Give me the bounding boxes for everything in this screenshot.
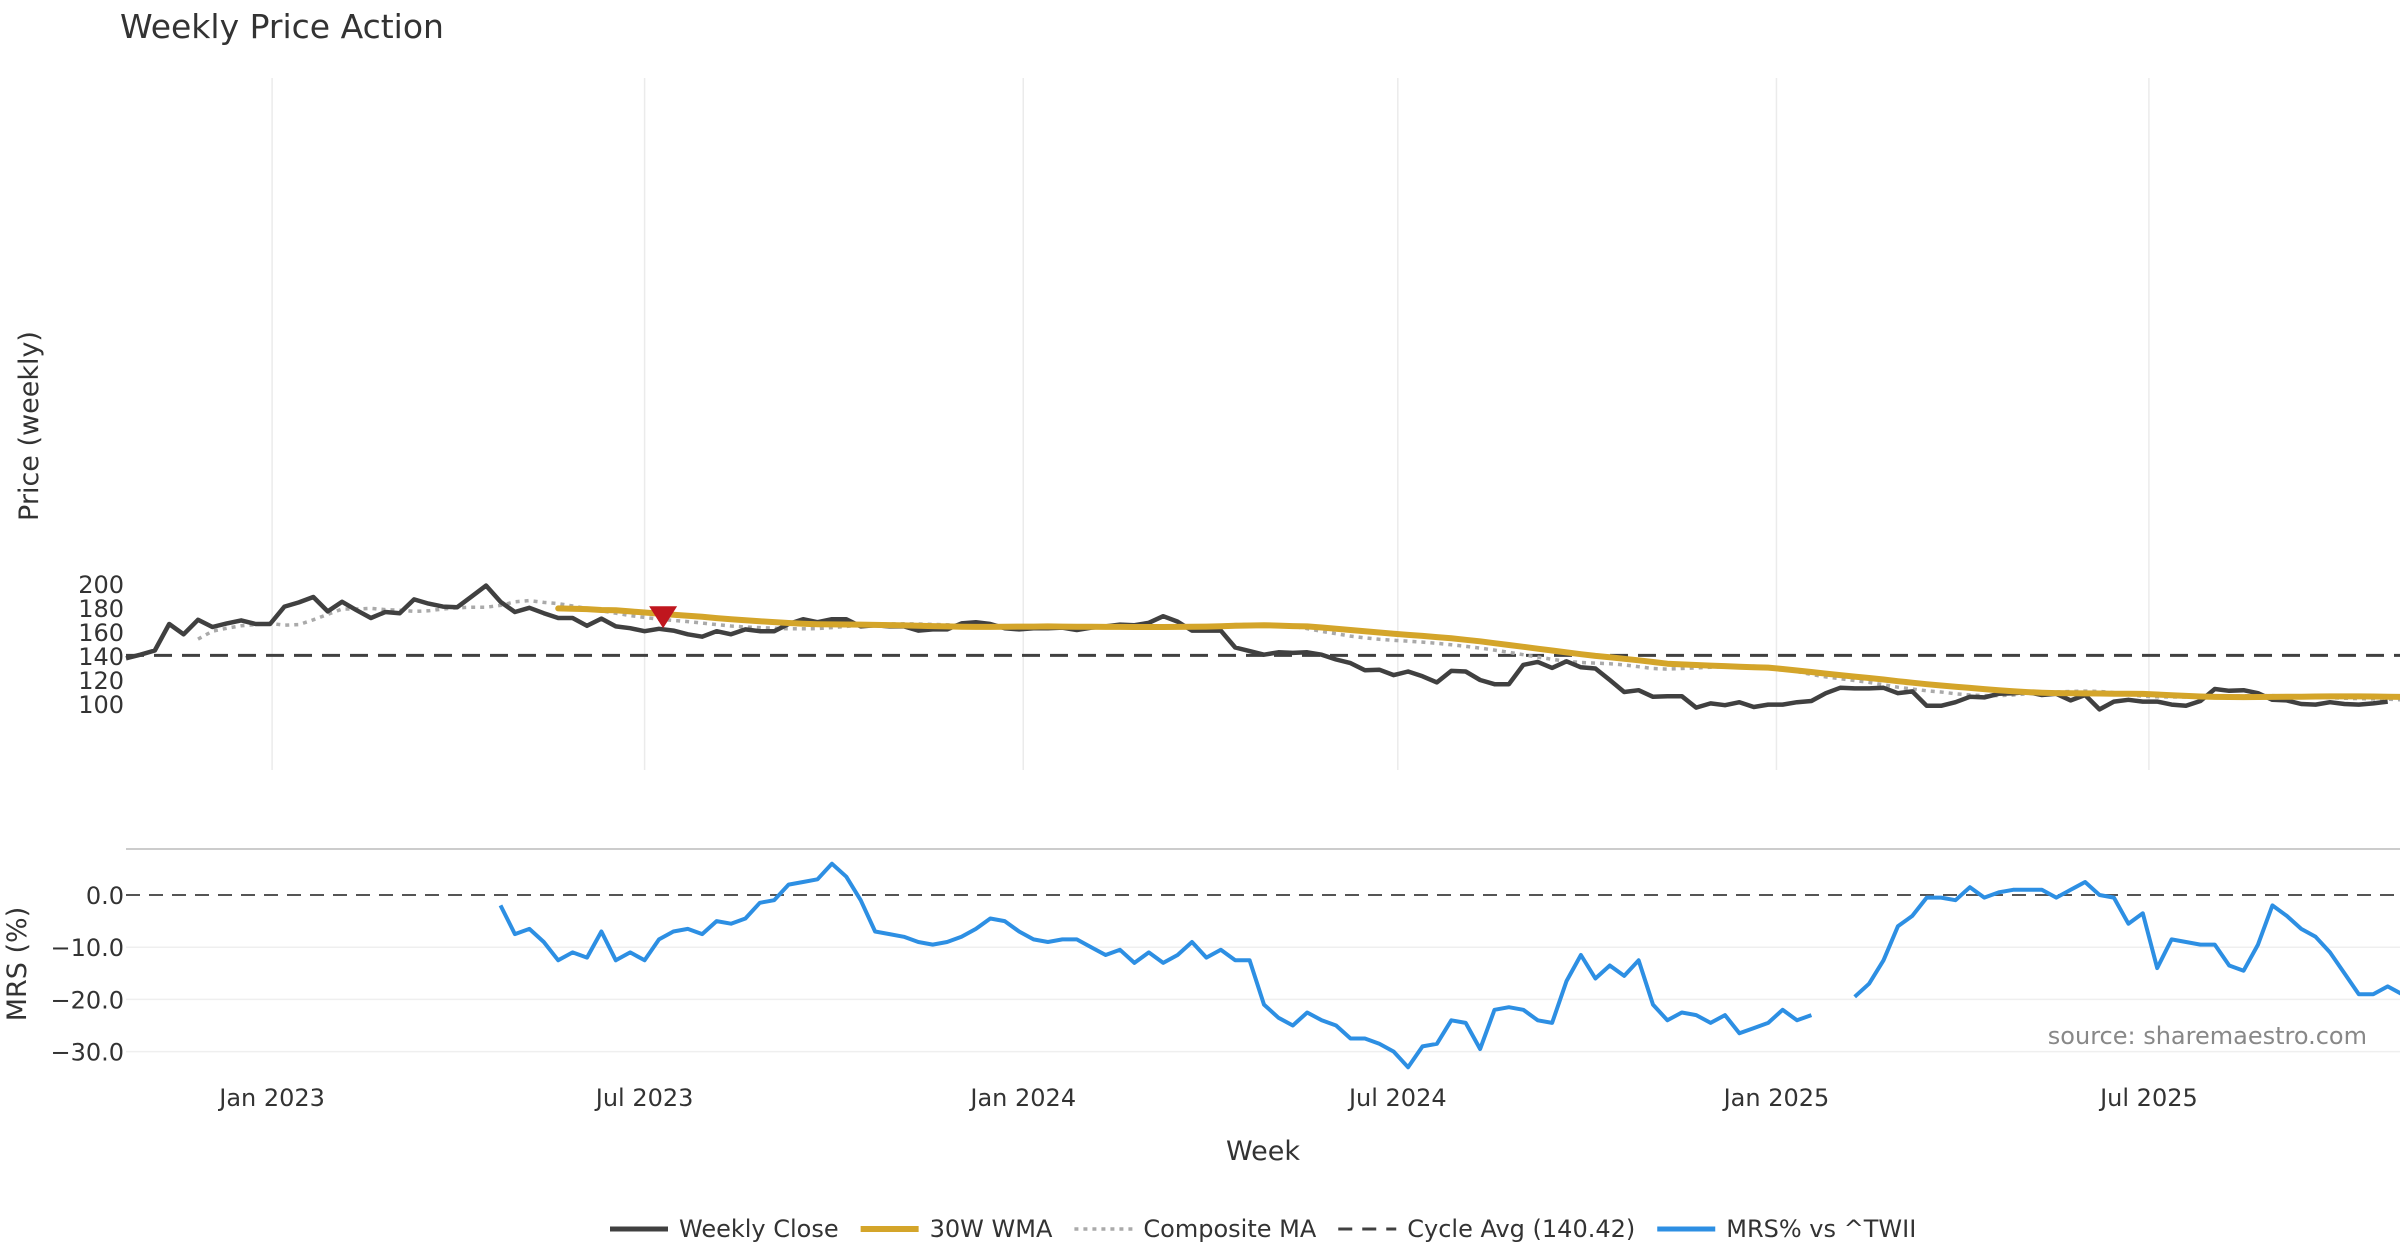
legend-label: Weekly Close (679, 1215, 839, 1243)
legend-item: Cycle Avg (140.42) (1338, 1215, 1635, 1243)
x-tick-label: Jul 2023 (594, 1084, 694, 1112)
mrs-y-ticks: 0.0 −10.0 −20.0 −30.0 (50, 882, 124, 1067)
x-tick-label: Jan 2025 (1722, 1084, 1830, 1112)
price-y-tick-label: 120 (78, 667, 124, 695)
legend-label: Composite MA (1143, 1215, 1316, 1243)
legend-item: 30W WMA (860, 1215, 1053, 1243)
legend-label: 30W WMA (930, 1215, 1053, 1243)
legend-label: Cycle Avg (140.42) (1407, 1215, 1635, 1243)
price-y-axis-title: Price (weekly) (14, 331, 45, 521)
x-tick-label: Jul 2024 (1347, 1084, 1447, 1112)
price-y-tick-label: 160 (78, 619, 124, 647)
wma-30w-line (555, 605, 2400, 701)
price-y-tick-label: 140 (78, 643, 124, 671)
mrs-y-tick-label: −30.0 (50, 1039, 124, 1067)
mrs-line-segment (498, 861, 1813, 1070)
price-y-tick-label: 180 (78, 595, 124, 623)
series-layer (125, 583, 2400, 1070)
mrs-y-tick-label: −10.0 (50, 934, 124, 962)
price-y-tick-label: 100 (78, 691, 124, 719)
x-ticks: Jan 2023 Jul 2023 Jan 2024 Jul 2024 Jan 2025… (217, 1084, 2198, 1112)
mrs-y-tick-label: 0.0 (86, 882, 124, 910)
mrs-line-segment (1853, 880, 2400, 999)
x-tick-label: Jan 2024 (968, 1084, 1076, 1112)
legend-item: MRS% vs ^TWII (1657, 1215, 1916, 1243)
mrs-y-axis-title: MRS (%) (2, 907, 33, 1022)
legend-item: Weekly Close (610, 1215, 839, 1243)
legend-item: Composite MA (1074, 1215, 1317, 1243)
price-y-tick-label: 200 (78, 571, 124, 599)
sell-signal-marker (649, 606, 678, 629)
mrs-y-tick-label: −20.0 (50, 986, 124, 1014)
chart-title: Weekly Price Action (120, 7, 444, 46)
x-tick-label: Jul 2025 (2098, 1084, 2198, 1112)
x-axis-title: Week (1226, 1136, 1300, 1167)
legend-label: MRS% vs ^TWII (1726, 1215, 1916, 1243)
chart-legend: Weekly Close 30W WMA Composite MA Cycle Avg… (610, 1215, 1916, 1243)
x-tick-label: Jan 2023 (217, 1084, 325, 1112)
source-label: source: sharemaestro.com (2048, 1022, 2367, 1050)
